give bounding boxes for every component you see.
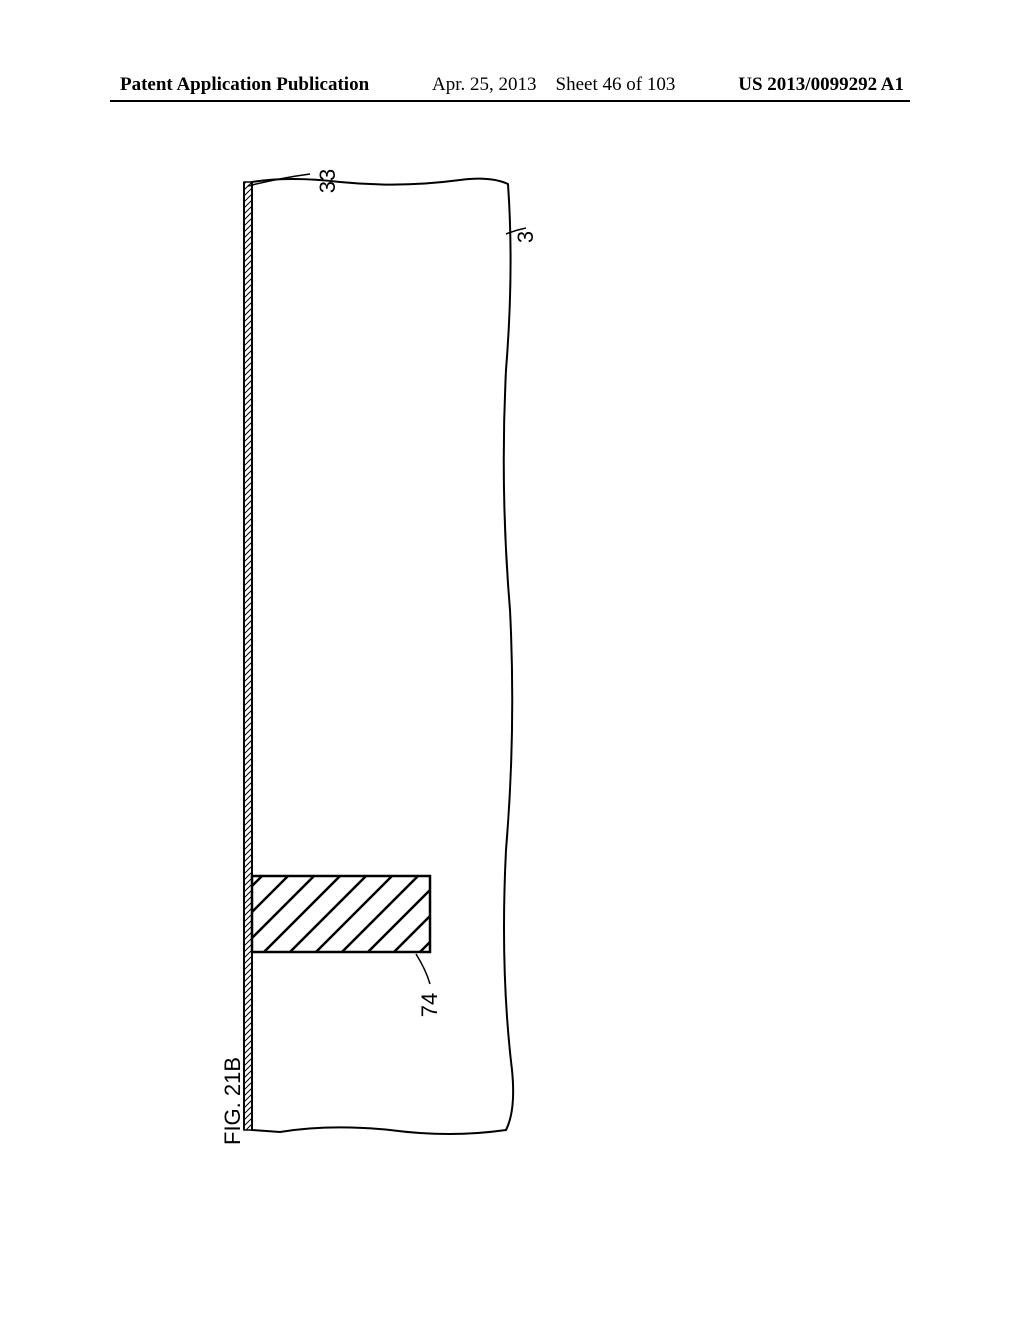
- ref-33: 33: [315, 169, 341, 193]
- ref-74: 74: [417, 993, 443, 1017]
- figure-diagram: [240, 170, 540, 1160]
- page-header: Patent Application Publication Apr. 25, …: [0, 74, 1024, 96]
- region-74: [252, 876, 430, 952]
- layer-33: [244, 182, 252, 1130]
- sheet-number: Sheet 46 of 103: [556, 74, 676, 95]
- publication-date: Apr. 25, 2013: [432, 74, 537, 95]
- publication-date-sheet: Apr. 25, 2013 Sheet 46 of 103: [432, 74, 675, 96]
- leader-74: [416, 954, 430, 984]
- substrate-outline: [252, 179, 513, 1134]
- figure-21b: FIG. 21B 33 3: [200, 170, 550, 1170]
- publication-number: US 2013/0099292 A1: [738, 74, 904, 96]
- ref-3: 3: [513, 231, 539, 243]
- publication-label: Patent Application Publication: [120, 74, 369, 96]
- header-rule: [110, 100, 910, 102]
